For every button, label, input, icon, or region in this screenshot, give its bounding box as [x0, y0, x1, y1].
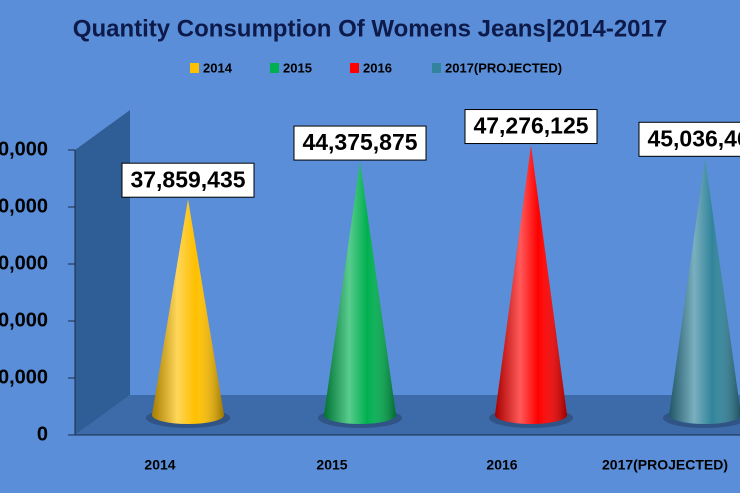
legend-swatch	[432, 63, 441, 73]
cone-shade	[495, 145, 567, 424]
data-label: 44,375,875	[302, 129, 417, 155]
floor	[75, 395, 740, 435]
legend-label: 2017(PROJECTED)	[445, 60, 562, 75]
legend-swatch	[190, 63, 199, 73]
y-tick-label: 50,000,000	[0, 138, 48, 160]
x-tick-label: 2015	[316, 457, 347, 473]
y-tick-label: 20,000,000	[0, 309, 48, 331]
cone-shade	[669, 158, 740, 424]
legend-label: 2014	[203, 60, 233, 75]
cone-shade	[324, 162, 396, 425]
data-label-box	[638, 121, 740, 157]
y-tick-label: 40,000,000	[0, 195, 48, 217]
legend-swatch	[270, 63, 279, 73]
cone-shade	[152, 199, 224, 424]
y-tick-label: 10,000,000	[0, 366, 48, 388]
data-label-box	[464, 109, 598, 145]
x-tick-label: 2017(PROJECTED)	[602, 457, 728, 473]
data-label: 45,036,460	[647, 125, 740, 151]
back-wall	[75, 110, 130, 435]
y-tick-label: 0	[37, 423, 48, 445]
y-tick-label: 30,000,000	[0, 252, 48, 274]
legend-swatch	[350, 63, 359, 73]
data-label-box	[293, 125, 427, 161]
legend-label: 2015	[283, 60, 312, 75]
chart-title: Quantity Consumption Of Womens Jeans|201…	[73, 15, 667, 42]
data-label: 37,859,435	[130, 166, 245, 192]
x-tick-label: 2014	[144, 457, 175, 473]
data-label-box	[121, 162, 255, 198]
data-label: 47,276,125	[473, 113, 588, 139]
x-tick-label: 2016	[486, 457, 517, 473]
legend-label: 2016	[363, 60, 392, 75]
